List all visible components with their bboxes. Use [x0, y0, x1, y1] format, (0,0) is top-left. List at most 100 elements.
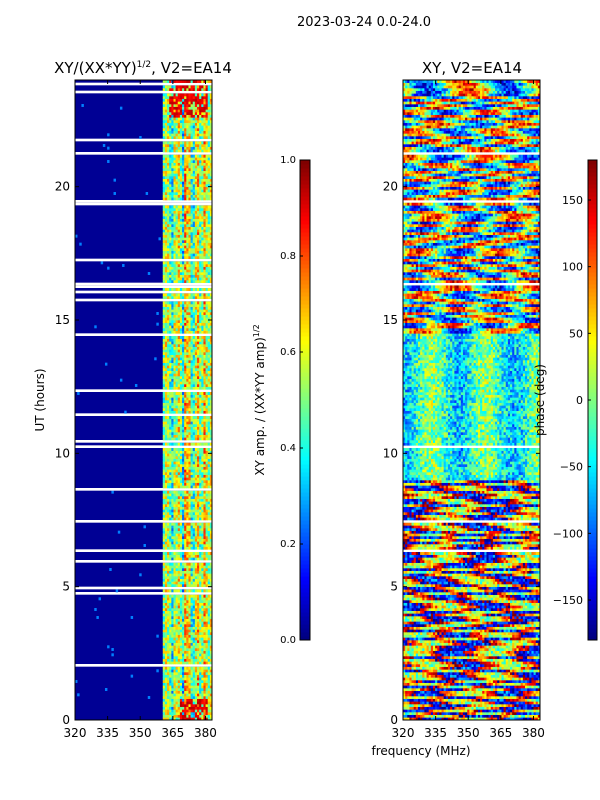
left-cell: [191, 597, 193, 600]
left-cell: [180, 533, 182, 536]
left-cell: [206, 600, 208, 603]
left-cell: [191, 563, 193, 566]
left-cell: [169, 704, 171, 707]
left-cell: [201, 659, 203, 662]
left-cell: [188, 619, 190, 622]
left-cell: [191, 709, 193, 712]
left-cell: [199, 704, 201, 707]
left-cell: [165, 637, 167, 640]
left-cell: [195, 501, 197, 504]
left-cell: [188, 597, 190, 600]
left-cell: [171, 573, 173, 576]
left-cell: [206, 584, 208, 587]
left-cell: [178, 496, 180, 499]
left-cell: [199, 507, 201, 510]
left-cell: [163, 571, 165, 574]
left-cell: [206, 683, 208, 686]
left-cell: [184, 709, 186, 712]
left-cell: [182, 565, 184, 568]
left-cell: [193, 677, 195, 680]
left-cell: [163, 648, 165, 651]
left-cell: [169, 576, 171, 579]
left-cell: [208, 707, 210, 710]
left-cell: [184, 619, 186, 622]
left-cell: [191, 571, 193, 574]
left-cell: [208, 640, 210, 643]
left-cell: [176, 496, 178, 499]
left-cell: [178, 683, 180, 686]
left-cell: [169, 555, 171, 558]
left-cell: [186, 496, 188, 499]
left-cell: [199, 611, 201, 614]
left-cell: [169, 621, 171, 624]
left-cell: [178, 573, 180, 576]
left-cell: [186, 603, 188, 606]
left-cell: [171, 509, 173, 512]
left-cell: [173, 539, 175, 542]
left-cell: [171, 632, 173, 635]
left-cell: [186, 629, 188, 632]
left-cell: [184, 627, 186, 630]
left-cell: [171, 707, 173, 710]
left-cell: [197, 539, 199, 542]
left-cell: [186, 680, 188, 683]
left-cell: [199, 680, 201, 683]
left-cell: [184, 541, 186, 544]
left-cell: [188, 696, 190, 699]
left-cell: [197, 704, 199, 707]
left-cell: [178, 704, 180, 707]
left-cell: [178, 656, 180, 659]
left-cell: [176, 499, 178, 502]
left-cell: [201, 573, 203, 576]
left-cell: [191, 656, 193, 659]
left-cell: [163, 616, 165, 619]
left-cell: [184, 685, 186, 688]
left-cell: [169, 509, 171, 512]
left-cell: [180, 563, 182, 566]
left-cell: [208, 616, 210, 619]
left-cell: [171, 523, 173, 526]
left-cell: [176, 491, 178, 494]
left-cell: [176, 573, 178, 576]
left-cell: [163, 611, 165, 614]
left-cell: [208, 653, 210, 656]
left-cell: [182, 656, 184, 659]
left-cell: [208, 600, 210, 603]
left-cell: [201, 616, 203, 619]
left-cell: [191, 704, 193, 707]
left-cell: [184, 637, 186, 640]
left-cell: [167, 584, 169, 587]
left-cell: [208, 496, 210, 499]
left-cell: [169, 595, 171, 598]
left-cell: [195, 555, 197, 558]
left-cell: [165, 685, 167, 688]
left-cell: [167, 616, 169, 619]
left-cell: [197, 512, 199, 515]
left-cell: [193, 547, 195, 550]
left-cell: [193, 493, 195, 496]
left-cell: [171, 605, 173, 608]
left-cell: [203, 576, 205, 579]
left-cell: [176, 637, 178, 640]
left-cell: [206, 672, 208, 675]
left-cell: [184, 499, 186, 502]
left-cell: [206, 635, 208, 638]
left-cell: [167, 579, 169, 582]
left-cell: [201, 603, 203, 606]
left-cell: [169, 656, 171, 659]
left-cell: [206, 581, 208, 584]
left-cell: [180, 611, 182, 614]
left-cell: [169, 485, 171, 488]
left-cell: [165, 576, 167, 579]
left-cell: [171, 656, 173, 659]
left-cell: [173, 653, 175, 656]
left-cell: [180, 632, 182, 635]
left-cell: [186, 571, 188, 574]
left-cell: [180, 536, 182, 539]
left-cell: [193, 715, 195, 718]
left-cell: [180, 616, 182, 619]
left-cell: [199, 669, 201, 672]
left-cell: [208, 629, 210, 632]
left-cell: [191, 675, 193, 678]
left-cell: [182, 499, 184, 502]
